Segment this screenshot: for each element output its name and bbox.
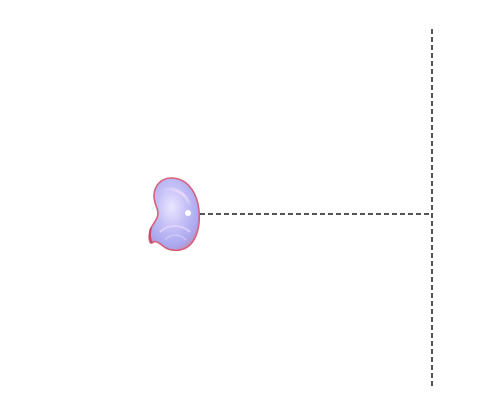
kidney-object: [148, 177, 201, 252]
kidney-streak-3: [164, 234, 187, 241]
kidney-rim-accent: [148, 227, 153, 244]
kidney-streak-2: [159, 225, 191, 233]
kidney-streak-1: [161, 187, 192, 207]
kidney-highlight: [185, 210, 191, 216]
